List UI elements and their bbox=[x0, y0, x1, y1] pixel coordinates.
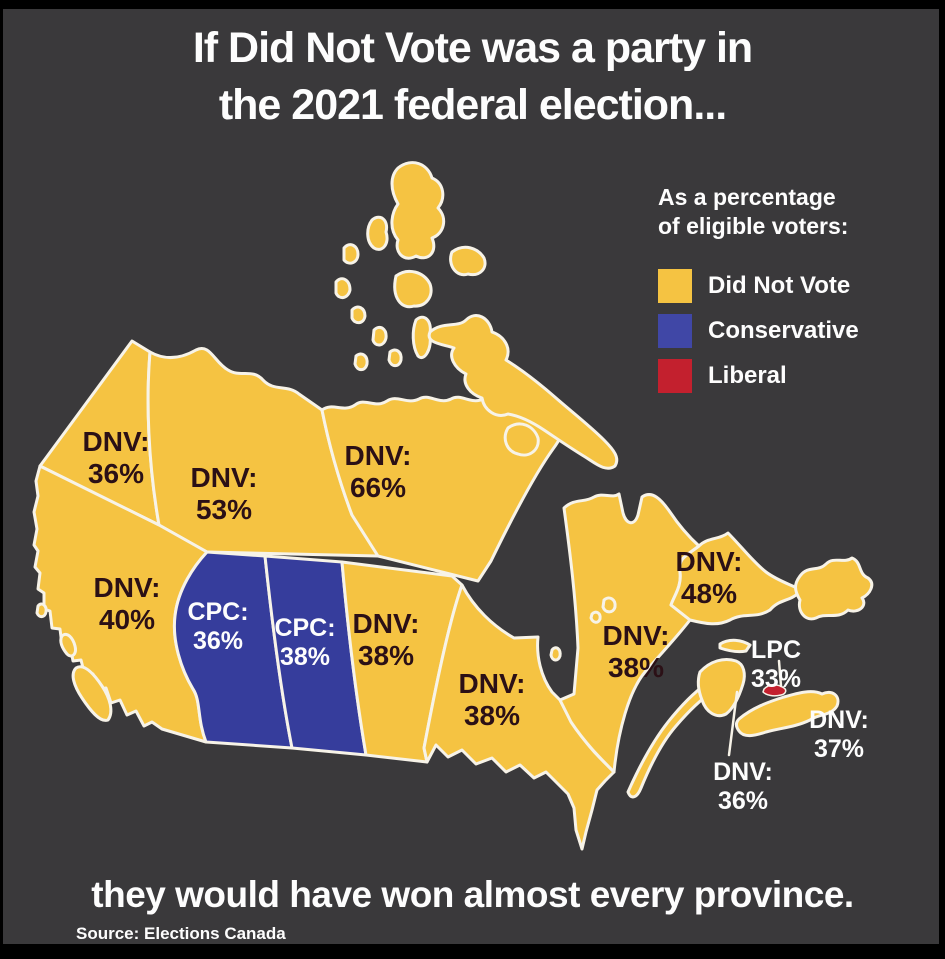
frame-right bbox=[939, 0, 945, 959]
belcher-islands bbox=[601, 596, 617, 614]
legend-label: Did Not Vote bbox=[708, 271, 851, 299]
title-line-1: If Did Not Vote was a party in bbox=[192, 24, 753, 72]
legend-items: Did Not Vote Conservative Liberal bbox=[658, 268, 859, 393]
arctic-islet bbox=[371, 325, 388, 347]
liberal-swatch bbox=[658, 358, 692, 393]
legend-heading-line-1: As a percentage bbox=[658, 184, 836, 210]
value-label: 36% bbox=[192, 627, 244, 655]
conservative-swatch bbox=[658, 313, 692, 348]
value-label: 38% bbox=[463, 700, 521, 732]
party-label: DNV: bbox=[190, 462, 258, 493]
legend-item-liberal: Liberal bbox=[658, 358, 859, 393]
new-brunswick-pointer-line bbox=[727, 690, 739, 757]
party-label: DNV: bbox=[344, 440, 412, 471]
arctic-islet bbox=[387, 348, 403, 368]
label-prince-edward-island: LPC 33% bbox=[751, 636, 801, 694]
party-label: DNV: bbox=[602, 620, 670, 651]
title-line-2: the 2021 federal election... bbox=[218, 80, 727, 129]
party-label: DNV: bbox=[82, 426, 150, 457]
arctic-islet bbox=[350, 305, 367, 325]
party-label: CPC: bbox=[274, 614, 336, 642]
coastal-islet bbox=[35, 602, 48, 619]
belcher-islands bbox=[589, 610, 602, 624]
arctic-islet bbox=[342, 243, 360, 265]
party-label: DNV: bbox=[93, 572, 161, 603]
northwest-territories-region bbox=[146, 347, 380, 558]
value-label: 37% bbox=[813, 735, 865, 763]
legend-label: Conservative bbox=[708, 316, 859, 344]
label-alberta: CPC: 36% bbox=[187, 598, 248, 656]
prince-of-wales-island bbox=[393, 269, 433, 309]
legend-item-did-not-vote: Did Not Vote bbox=[658, 268, 859, 303]
legend-label: Liberal bbox=[708, 361, 787, 389]
frame-bottom bbox=[0, 944, 945, 959]
label-british-columbia: DNV: 40% bbox=[94, 572, 161, 637]
value-label: 38% bbox=[357, 640, 415, 672]
labrador-region bbox=[669, 531, 803, 626]
legend-heading: As a percentage of eligible voters: bbox=[658, 183, 859, 241]
party-label: DNV: bbox=[352, 608, 420, 639]
value-label: 38% bbox=[279, 643, 331, 671]
southampton-island bbox=[503, 422, 540, 457]
value-label: 33% bbox=[750, 665, 802, 693]
value-label: 36% bbox=[87, 458, 145, 490]
did-not-vote-swatch bbox=[658, 268, 692, 303]
new-brunswick-region bbox=[696, 657, 746, 718]
nova-scotia-region bbox=[734, 690, 840, 738]
haida-gwaii-island bbox=[59, 632, 77, 658]
james-bay-islet bbox=[549, 646, 562, 662]
party-label: CPC: bbox=[187, 598, 249, 626]
label-ontario: DNV: 38% bbox=[459, 668, 526, 733]
frame-left bbox=[0, 0, 3, 959]
label-northwest-territories: DNV: 53% bbox=[191, 462, 258, 527]
vancouver-island bbox=[71, 665, 113, 722]
source-credit: Source: Elections Canada bbox=[76, 924, 286, 943]
devon-island bbox=[449, 245, 487, 277]
value-label: 36% bbox=[717, 787, 769, 815]
label-new-brunswick: DNV: 36% bbox=[713, 758, 773, 816]
label-nova-scotia: DNV: 37% bbox=[809, 706, 869, 764]
frame-top bbox=[0, 0, 945, 9]
party-label: DNV: bbox=[458, 668, 526, 699]
label-nunavut: DNV: 66% bbox=[345, 440, 412, 505]
label-saskatchewan: CPC: 38% bbox=[274, 614, 335, 672]
label-manitoba: DNV: 38% bbox=[353, 608, 420, 673]
legend-item-conservative: Conservative bbox=[658, 313, 859, 348]
label-newfoundland-labrador: DNV: 48% bbox=[676, 546, 743, 611]
party-label: DNV: bbox=[713, 758, 773, 786]
value-label: 48% bbox=[680, 578, 738, 610]
baffin-island bbox=[427, 314, 619, 470]
value-label: 40% bbox=[98, 604, 156, 636]
pei-pointer-line bbox=[777, 659, 783, 688]
ellesmere-island bbox=[390, 161, 446, 260]
label-quebec: DNV: 38% bbox=[603, 620, 670, 685]
value-label: 66% bbox=[349, 472, 407, 504]
quebec-region bbox=[558, 492, 701, 774]
value-label: 38% bbox=[607, 652, 665, 684]
party-label: DNV: bbox=[675, 546, 743, 577]
arctic-islet bbox=[334, 277, 352, 299]
page-title: If Did Not Vote was a party in the 2021 … bbox=[0, 20, 945, 134]
prince-edward-island-region bbox=[762, 684, 787, 697]
newfoundland-island bbox=[794, 556, 874, 621]
arctic-island bbox=[366, 215, 389, 251]
party-label: LPC bbox=[750, 636, 801, 664]
legend: As a percentage of eligible voters: Did … bbox=[658, 183, 859, 404]
anticosti-island bbox=[718, 638, 752, 654]
bottom-caption: they would have won almost every provinc… bbox=[91, 874, 854, 915]
label-yukon: DNV: 36% bbox=[83, 426, 150, 491]
legend-heading-line-2: of eligible voters: bbox=[658, 212, 849, 239]
party-label: DNV: bbox=[809, 706, 869, 734]
value-label: 53% bbox=[195, 494, 253, 526]
arctic-island bbox=[411, 315, 432, 359]
arctic-islet bbox=[353, 352, 369, 372]
